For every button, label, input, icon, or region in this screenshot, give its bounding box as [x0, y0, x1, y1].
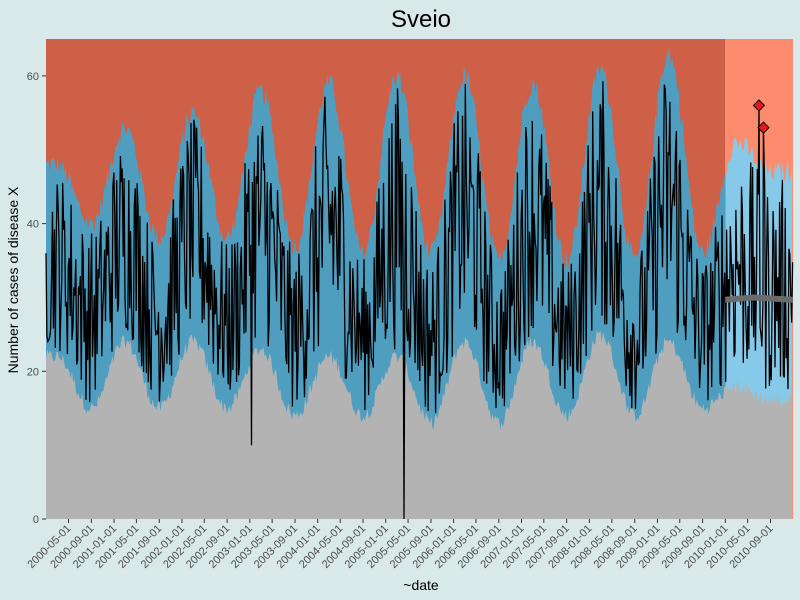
- observed-cases-line: [45, 81, 794, 520]
- y-tick-label-60: 60: [27, 71, 39, 83]
- y-tick-label-0: 0: [33, 514, 39, 526]
- forecast-below-normal-band: [725, 379, 792, 519]
- forecast-baseline-line: [725, 294, 794, 303]
- y-axis-label: Number of cases of disease X: [5, 186, 21, 373]
- below-normal-band: [46, 330, 726, 519]
- x-axis-label: ~date: [403, 577, 439, 593]
- plot-area: [45, 39, 794, 520]
- y-axis: 0 20 40 60: [27, 71, 46, 526]
- y-tick-label-20: 20: [27, 366, 39, 378]
- x-axis: 2000-05-012000-09-012001-01-012001-05-01…: [25, 519, 776, 571]
- outbreak-marker-1: [752, 99, 766, 112]
- y-tick-label-40: 40: [27, 219, 39, 231]
- chart-title: Sveio: [391, 6, 451, 33]
- outbreak-marker-2: [757, 121, 770, 134]
